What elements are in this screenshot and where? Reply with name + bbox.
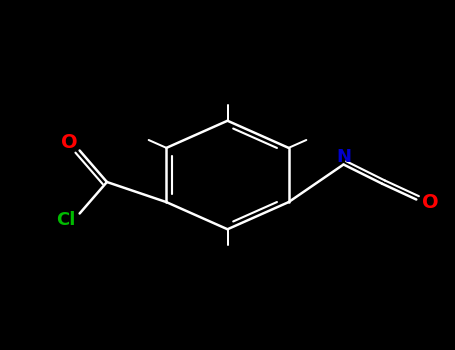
Text: O: O xyxy=(422,194,438,212)
Text: O: O xyxy=(61,133,78,152)
Text: N: N xyxy=(336,148,351,166)
Text: Cl: Cl xyxy=(56,211,76,229)
